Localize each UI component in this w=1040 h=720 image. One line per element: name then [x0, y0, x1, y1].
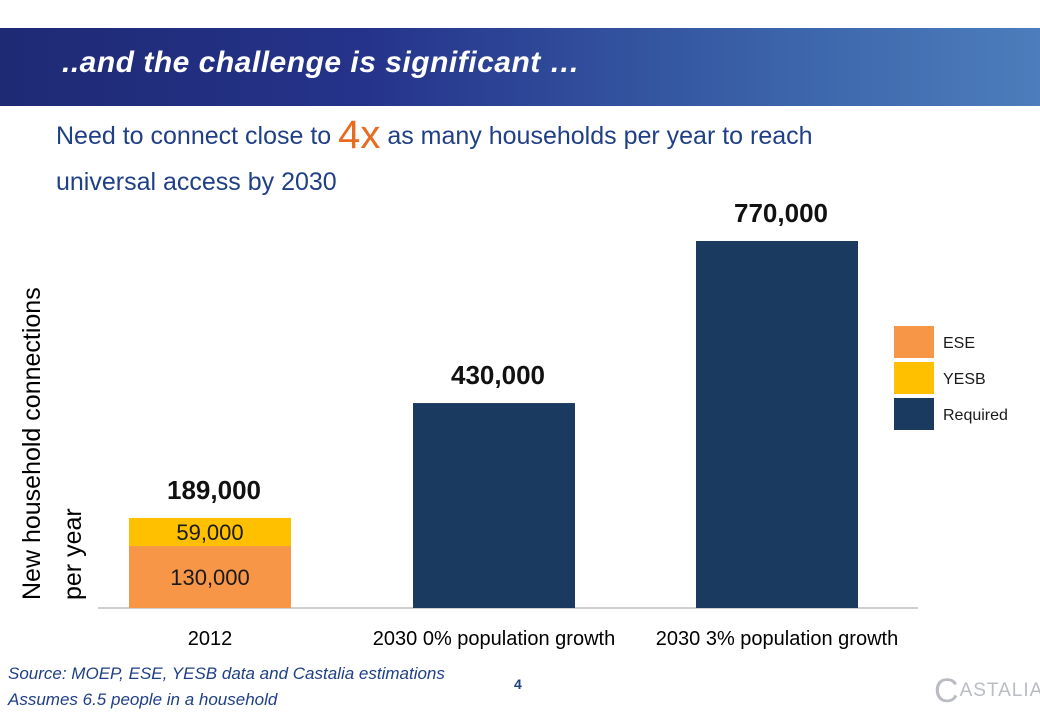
- legend-swatch-ese: [894, 326, 934, 358]
- legend-swatch-required: [894, 398, 934, 430]
- subtitle-text-before: Need to connect close to: [56, 122, 339, 150]
- legend-label-yesb: YESB: [943, 371, 986, 388]
- page-number: 4: [514, 676, 522, 692]
- x-tick-label-1: 2012: [188, 628, 233, 650]
- legend-swatch-yesb: [894, 362, 934, 394]
- slide-title: ..and the challenge is significant …: [62, 46, 581, 79]
- y-axis-label-line-2: per year: [59, 508, 87, 600]
- logo-text: ASTALIA: [959, 680, 1040, 701]
- title-banner: ..and the challenge is significant …: [0, 28, 1040, 106]
- data-label-yesb-1: 59,000: [176, 520, 243, 545]
- bar-yesb-1: [129, 517, 291, 547]
- data-label-ese-1: 130,000: [170, 565, 250, 590]
- subtitle-emphasis: 4x: [338, 113, 381, 157]
- legend-label-ese: ESE: [943, 335, 975, 352]
- bar-total-label-2: 430,000: [451, 360, 545, 390]
- x-tick-label-3: 2030 3% population growth: [656, 628, 898, 650]
- bar-required-3: [696, 241, 858, 608]
- bar-required-2: [413, 403, 575, 608]
- logo-initial: C: [934, 672, 960, 710]
- bar-total-label-3: 770,000: [734, 198, 828, 228]
- subtitle-text-after: as many households per year to reach uni…: [56, 122, 813, 196]
- bar-total-label-1: 189,000: [167, 475, 261, 505]
- assumption-note: Assumes 6.5 people in a household: [8, 690, 278, 709]
- castalia-logo: CASTALIA: [934, 672, 1040, 711]
- source-note: Source: MOEP, ESE, YESB data and Castali…: [8, 664, 445, 683]
- x-tick-label-2: 2030 0% population growth: [373, 628, 615, 650]
- bar-ese-1: [129, 546, 291, 608]
- legend-label-required: Required: [943, 407, 1008, 424]
- subtitle: Need to connect close to 4x as many hous…: [56, 112, 886, 205]
- y-axis-label-line-1: New household connections: [18, 287, 46, 600]
